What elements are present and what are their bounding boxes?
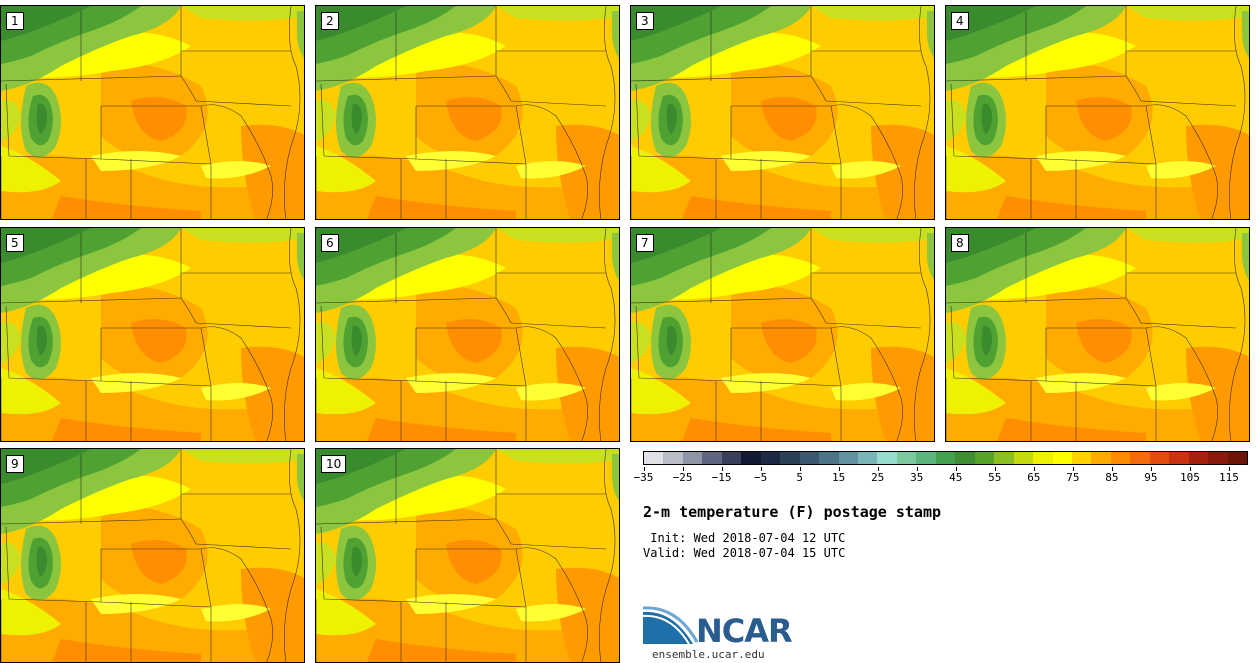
colorbar-tick-label: 45 [949,471,963,484]
colorbar-swatch [1091,452,1111,464]
panel-member-number: 2 [321,12,339,30]
colorbar-tick [994,467,996,471]
colorbar-tick [643,467,645,471]
colorbar-swatch [760,452,781,464]
colorbar-tick-label: 25 [871,471,885,484]
site-url: ensemble.ucar.edu [652,648,765,661]
colorbar-tick-label: 15 [832,471,846,484]
colorbar-tick [1228,467,1230,471]
colorbar-swatch [799,452,820,464]
panel-member-number: 7 [636,234,654,252]
colorbar-tick-label: −35 [633,471,654,484]
colorbar-swatch [935,452,956,464]
panel-member-number: 9 [6,455,24,473]
temperature-map-panel: 7 [630,227,935,442]
colorbar-swatch [1227,452,1248,464]
colorbar-swatch [1052,452,1072,464]
colorbar-tick-label: −15 [711,471,732,484]
panel-member-number: 3 [636,12,654,30]
colorbar-swatch [741,452,761,464]
temperature-map-panel: 5 [0,227,305,442]
colorbar-swatch [702,452,722,464]
temperature-map-panel: 8 [945,227,1250,442]
temperature-map-panel: 2 [315,5,620,220]
colorbar-tick [955,467,957,471]
colorbar-tick [877,467,879,471]
colorbar-swatch [877,452,897,464]
colorbar-swatch [1130,452,1150,464]
colorbar-tick [1072,467,1074,471]
colorbar-swatch [1071,452,1092,464]
colorbar-tick-label: 65 [1027,471,1041,484]
colorbar-swatch [644,452,664,464]
colorbar-tick-label: 85 [1105,471,1119,484]
colorbar-swatch [663,452,683,464]
colorbar-swatch [780,452,800,464]
colorbar-tick-label: 105 [1180,471,1200,484]
ncar-logo-icon [643,606,699,645]
colorbar-tick [721,467,723,471]
colorbar-tick-label: 75 [1066,471,1080,484]
panel-member-number: 4 [951,12,969,30]
temperature-map-panel: 3 [630,5,935,220]
colorbar-swatch [857,452,878,464]
colorbar-swatch [1013,452,1034,464]
temperature-map-panel: 4 [945,5,1250,220]
colorbar-swatch [994,452,1014,464]
colorbar-tick-label: 55 [988,471,1002,484]
panel-member-number: 6 [321,234,339,252]
valid-time: Valid: Wed 2018-07-04 15 UTC [643,546,846,560]
colorbar-swatch [896,452,917,464]
temperature-map-panel: 10 [315,448,620,663]
colorbar-swatch [838,452,858,464]
colorbar-swatch [1033,452,1053,464]
colorbar-tick-label: 115 [1219,471,1239,484]
colorbar-tick [838,467,840,471]
temperature-map-panel: 6 [315,227,620,442]
panel-member-number: 8 [951,234,969,252]
colorbar-tick [1189,467,1191,471]
init-time: Init: Wed 2018-07-04 12 UTC [643,531,846,545]
colorbar-tick [760,467,762,471]
temperature-map-panel: 1 [0,5,305,220]
colorbar-ticks: −35 −25 −15 −5 5 15 25 35 45 55 65 75 85 95 105 115 [634,467,1248,487]
colorbar-swatch [1110,452,1131,464]
colorbar-swatch [1208,452,1228,464]
colorbar-tick [916,467,918,471]
colorbar-tick-label: −5 [753,471,768,484]
temperature-map-panel: 9 [0,448,305,663]
colorbar-tick [682,467,684,471]
colorbar-swatch [1149,452,1170,464]
colorbar-tick [1033,467,1035,471]
colorbar-swatch [916,452,936,464]
colorbar-tick [1150,467,1152,471]
panel-member-number: 5 [6,234,24,252]
ncar-logo-text: NCAR [696,612,793,650]
colorbar-tick [1111,467,1113,471]
colorbar-swatch [974,452,995,464]
plot-title: 2-m temperature (F) postage stamp [643,503,942,521]
colorbar-tick-label: 5 [796,471,803,484]
colorbar-swatch [819,452,839,464]
colorbar-swatch [955,452,975,464]
colorbar-tick-label: 35 [910,471,924,484]
colorbar-tick-label: 95 [1144,471,1158,484]
colorbar-swatch [721,452,742,464]
colorbar-swatch [1169,452,1189,464]
colorbar-swatch [682,452,703,464]
colorbar-tick [799,467,801,471]
colorbar-tick-label: −25 [672,471,693,484]
colorbar-swatch [1188,452,1209,464]
panel-member-number: 1 [6,12,24,30]
panel-member-number: 10 [321,455,347,473]
temperature-colorbar [643,451,1248,465]
